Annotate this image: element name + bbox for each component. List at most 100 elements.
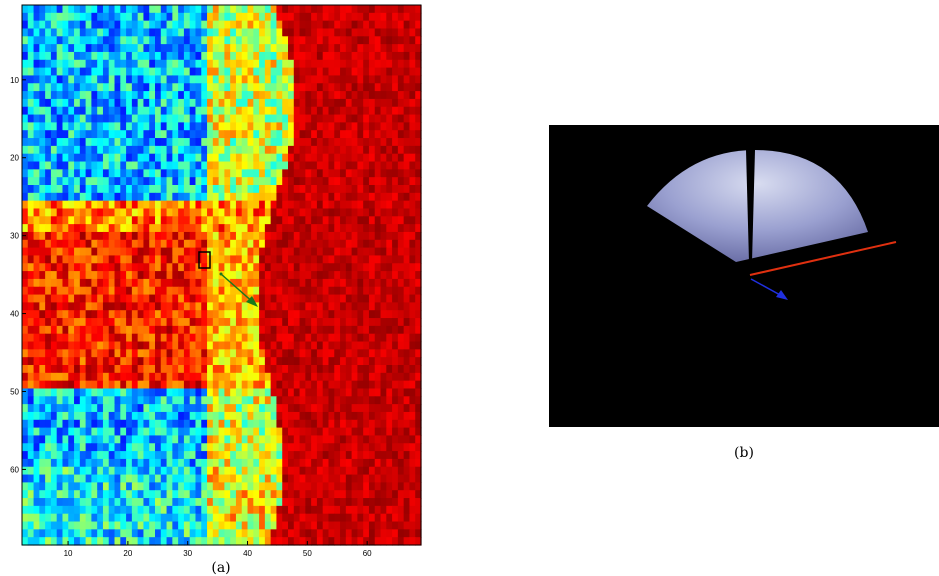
heat-cell	[386, 122, 393, 131]
heat-cell	[79, 474, 87, 483]
heat-cell	[85, 161, 92, 170]
heat-cell	[74, 388, 81, 397]
heat-cell	[108, 537, 116, 546]
heat-cell	[397, 443, 405, 452]
heat-cell	[85, 286, 92, 296]
heat-cell	[207, 59, 214, 69]
heat-cell	[155, 177, 162, 186]
heat-cell	[415, 161, 422, 170]
heat-cell	[102, 411, 110, 421]
heat-cell	[56, 153, 64, 163]
heat-cell	[62, 505, 69, 515]
heat-cell	[56, 91, 64, 100]
heat-cell	[328, 427, 335, 437]
heat-cell	[374, 75, 382, 84]
heat-cell	[276, 310, 283, 319]
heat-cell	[195, 505, 202, 515]
heat-cell	[160, 357, 168, 366]
heat-cell	[386, 192, 393, 202]
heat-cell	[322, 419, 330, 429]
heat-cell	[363, 396, 370, 405]
heat-cell	[97, 466, 104, 476]
heat-cell	[288, 419, 295, 429]
heat-cell	[62, 185, 69, 194]
heat-cell	[155, 294, 162, 303]
heat-cell	[415, 349, 422, 358]
heat-cell	[85, 12, 92, 22]
heat-cell	[230, 490, 237, 499]
heat-cell	[79, 411, 87, 421]
heat-cell	[299, 224, 306, 233]
heat-cell	[120, 51, 127, 61]
heat-cell	[351, 91, 358, 100]
heat-cell	[409, 255, 416, 264]
heat-cell	[33, 138, 40, 147]
heat-cell	[120, 537, 127, 546]
heat-cell	[415, 177, 422, 186]
heat-cell	[33, 294, 40, 303]
heat-cell	[241, 98, 249, 108]
heat-cell	[39, 482, 46, 491]
heat-cell	[183, 138, 191, 147]
heat-cell	[108, 28, 116, 37]
heat-cell	[409, 349, 416, 358]
heat-cell	[363, 59, 370, 69]
heat-cell	[62, 411, 69, 421]
heat-cell	[311, 498, 318, 507]
heat-cell	[276, 255, 283, 264]
heat-cell	[299, 239, 306, 249]
heat-cell	[114, 44, 121, 53]
heat-cell	[62, 482, 69, 491]
heat-cell	[97, 216, 104, 225]
heat-cell	[189, 83, 197, 92]
heat-cell	[247, 529, 254, 538]
heat-cell	[264, 404, 272, 413]
heat-cell	[328, 20, 335, 30]
heat-cell	[264, 302, 272, 311]
heat-cell	[392, 333, 399, 343]
heat-cell	[328, 443, 335, 452]
heat-cell	[183, 380, 191, 390]
heat-cell	[39, 474, 46, 483]
heat-cell	[183, 106, 191, 116]
heat-cell	[102, 161, 110, 170]
heat-cell	[374, 490, 382, 499]
heat-cell	[247, 302, 254, 311]
heat-cell	[397, 67, 405, 77]
heat-cell	[392, 482, 399, 491]
heat-cell	[27, 513, 35, 523]
heat-cell	[259, 271, 266, 280]
heat-cell	[403, 396, 411, 405]
heat-cell	[183, 83, 191, 92]
heat-cell	[114, 310, 121, 319]
heat-cell	[149, 490, 156, 499]
heat-cell	[305, 341, 312, 350]
heat-cell	[380, 169, 387, 178]
heat-cell	[380, 98, 387, 108]
heat-cell	[39, 239, 46, 249]
heat-cell	[62, 325, 69, 335]
heat-cell	[247, 349, 254, 358]
heat-cell	[357, 216, 364, 225]
heat-cell	[380, 505, 387, 515]
heat-cell	[137, 145, 145, 155]
heat-cell	[50, 357, 58, 366]
heat-cell	[264, 91, 272, 100]
heat-cell	[374, 161, 382, 170]
heat-cell	[201, 310, 208, 319]
heat-cell	[392, 263, 399, 272]
heat-cell	[311, 44, 318, 53]
heat-cell	[166, 271, 173, 280]
heat-cell	[357, 114, 364, 123]
heat-cell	[120, 357, 127, 366]
heat-cell	[345, 44, 353, 53]
heat-cell	[380, 20, 387, 30]
heat-cell	[120, 145, 127, 155]
heat-cell	[415, 513, 422, 523]
heat-cell	[212, 372, 220, 382]
heat-cell	[62, 271, 69, 280]
heat-cell	[247, 177, 254, 186]
heat-cell	[27, 59, 35, 69]
heat-cell	[368, 5, 376, 14]
heat-cell	[230, 294, 237, 303]
